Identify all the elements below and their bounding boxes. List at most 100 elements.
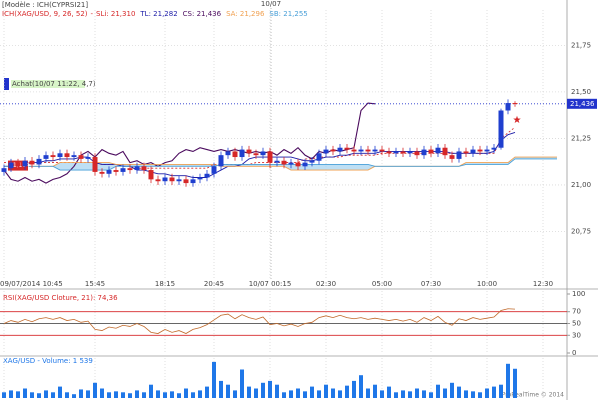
- volume-bar: [2, 392, 6, 398]
- volume-bar: [254, 388, 258, 398]
- x-tick-label: 15:45: [85, 280, 105, 288]
- x-tick-label: 09/07/2014 10:45: [0, 280, 63, 288]
- candle-body: [330, 149, 336, 152]
- candle-body: [246, 149, 252, 154]
- volume-bar: [317, 390, 321, 398]
- volume-bar: [387, 386, 391, 398]
- candle-body: [365, 149, 371, 152]
- candle-body: [309, 160, 315, 163]
- volume-bar: [261, 382, 265, 398]
- volume-bar: [436, 384, 440, 398]
- candle-body: [491, 147, 497, 150]
- candle-body: [323, 149, 329, 154]
- candle-body: [505, 103, 511, 111]
- volume-bar: [352, 380, 356, 398]
- candle-body: [15, 162, 21, 167]
- candle-body: [428, 149, 434, 154]
- candle-body: [190, 179, 196, 184]
- candle-body: [106, 170, 112, 174]
- y-tick-label: 50: [572, 320, 581, 328]
- candle-body: [29, 160, 35, 165]
- candle-body: [463, 151, 469, 154]
- volume-bar: [51, 392, 55, 398]
- candle-body: [57, 153, 63, 158]
- volume-bar: [58, 386, 62, 398]
- candle-body: [36, 158, 42, 165]
- candle-body: [267, 151, 273, 163]
- volume-bar: [415, 388, 419, 398]
- volume-bar: [408, 391, 412, 398]
- volume-bar: [450, 382, 454, 398]
- volume-bar: [107, 392, 111, 398]
- candle-body: [295, 162, 301, 167]
- y-tick-label: 30: [572, 331, 581, 339]
- volume-bar: [121, 392, 125, 398]
- volume-bar: [457, 386, 461, 398]
- candle-body: [155, 179, 161, 182]
- volume-bar: [233, 390, 237, 398]
- y-tick-label: 21,00: [571, 181, 591, 189]
- signal-star: [513, 115, 521, 124]
- x-tick-label: 10/07 00:15: [249, 280, 292, 288]
- volume-bar: [366, 388, 370, 398]
- volume-bar: [44, 390, 48, 398]
- legend-title: ICH(XAG/USD, 9, 26, 52): [2, 10, 88, 18]
- candle-body: [281, 160, 287, 165]
- candle-body: [274, 160, 280, 163]
- candle-body: [1, 168, 7, 172]
- x-tick-label: 18:15: [155, 280, 175, 288]
- candle-body: [414, 151, 420, 156]
- volume-bar: [114, 391, 118, 398]
- x-tick-label: 02:30: [316, 280, 336, 288]
- last-price-label: 21,436: [570, 100, 595, 108]
- volume-bar: [359, 375, 363, 398]
- candle-body: [99, 171, 105, 174]
- candle-body: [50, 155, 56, 158]
- x-tick-label: 20:45: [204, 280, 224, 288]
- candle-body: [351, 149, 357, 152]
- volume-bar: [303, 391, 307, 398]
- volume-bar: [268, 380, 272, 398]
- volume-bar: [394, 392, 398, 398]
- rsi-line: [3, 308, 516, 334]
- y-tick-label: 20,75: [571, 227, 591, 235]
- day-label: 10/07: [261, 0, 281, 8]
- volume-bar: [338, 390, 342, 398]
- x-tick-label: 07:30: [421, 280, 441, 288]
- candle-body: [393, 151, 399, 154]
- candle-body: [372, 149, 378, 152]
- candle-body: [134, 166, 140, 171]
- volume-bar: [464, 390, 468, 398]
- y-tick-label: 100: [572, 290, 585, 298]
- x-tick-label: 10:00: [477, 280, 497, 288]
- candle-body: [512, 103, 518, 105]
- volume-bar: [513, 368, 517, 398]
- volume-bar: [212, 361, 216, 398]
- volume-bar: [184, 388, 188, 398]
- candle-body: [8, 162, 14, 169]
- y-tick-label: 21,25: [571, 134, 591, 142]
- candle-body: [43, 155, 49, 159]
- candle-body: [358, 149, 364, 152]
- volume-bar: [163, 392, 167, 398]
- candle-body: [379, 149, 385, 152]
- volume-bar: [93, 382, 97, 398]
- candle-body: [92, 157, 98, 172]
- candle-body: [498, 110, 504, 148]
- volume-bar: [177, 393, 181, 398]
- volume-bar: [471, 391, 475, 398]
- y-tick-label: 70: [572, 308, 581, 316]
- candle-body: [456, 151, 462, 159]
- volume-bar: [492, 386, 496, 398]
- candle-body: [78, 155, 84, 159]
- volume-bar: [205, 386, 209, 398]
- x-tick-label: 05:00: [372, 280, 392, 288]
- candle-body: [218, 155, 224, 167]
- candle-body: [253, 153, 259, 156]
- volume-bar: [100, 388, 104, 398]
- indicator-line: [3, 102, 376, 184]
- candle-body: [302, 162, 308, 167]
- volume-bar: [128, 393, 132, 398]
- volume-bar: [275, 384, 279, 398]
